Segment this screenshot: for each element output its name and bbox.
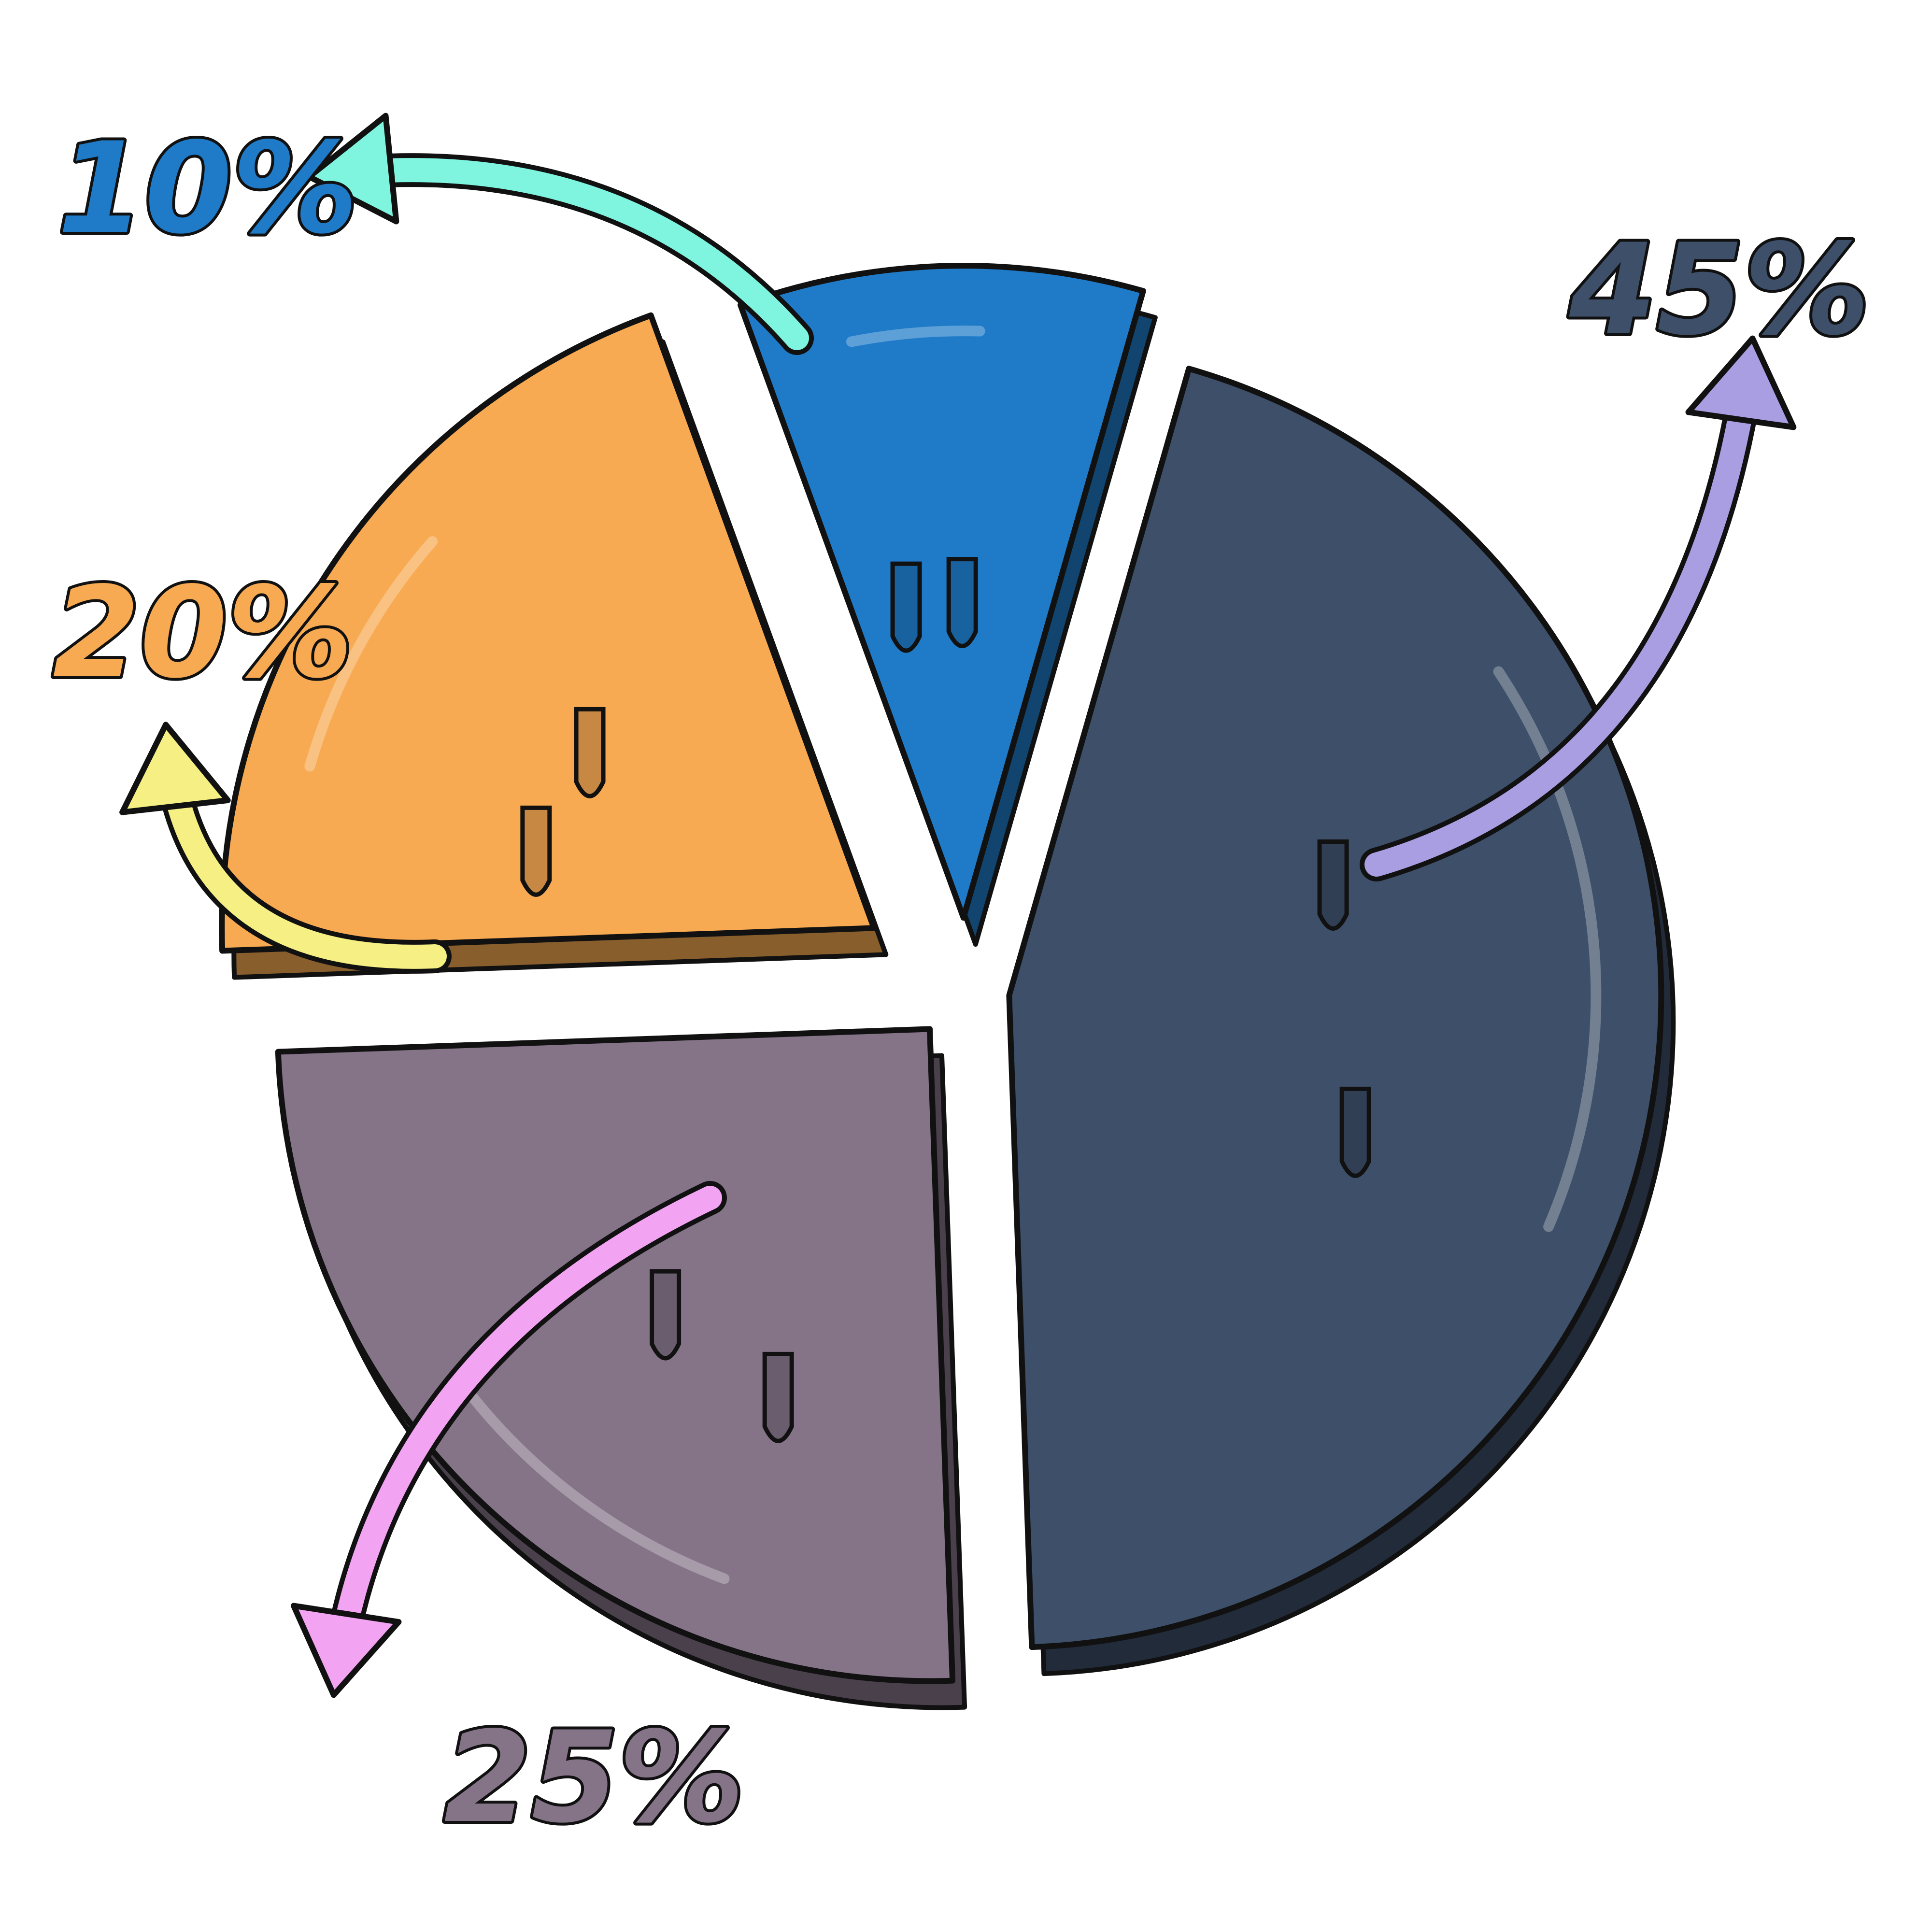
curved-arrow-icon-3 <box>326 1186 722 1678</box>
slice-highlight-1 <box>846 326 985 347</box>
pie-slice-45 <box>1006 366 1664 1650</box>
paint-drip-2-2 <box>1339 1086 1371 1178</box>
paint-drip-4-2 <box>574 707 606 798</box>
label-arrows <box>119 113 1797 1698</box>
paint-drip-1-2 <box>946 557 978 648</box>
paint-drip-2-1 <box>1317 839 1349 931</box>
arrowhead-icon-2 <box>1685 335 1797 430</box>
paint-drip-3-1 <box>762 1351 794 1443</box>
slice-label-25: 25% <box>444 1705 744 1851</box>
pie-slice-25 <box>275 1026 956 1684</box>
pie-slice-10 <box>738 263 1146 921</box>
pie-slice-20 <box>219 312 877 954</box>
slice-highlight-4 <box>304 536 438 772</box>
paint-drip-3-2 <box>650 1269 682 1361</box>
slice-labels: 10% 45% 25% 20% <box>50 113 1873 1854</box>
arrowhead-icon-1 <box>306 113 399 225</box>
slice-highlight-2 <box>1493 666 1602 1232</box>
curved-arrow-icon-2 <box>1364 355 1761 877</box>
curved-arrow-icon-4 <box>157 741 447 969</box>
slice-label-45: 45% <box>1567 217 1870 363</box>
curved-arrow-icon-1 <box>326 158 809 350</box>
paint-drip-1-1 <box>890 561 922 653</box>
slice-highlight-3 <box>462 1385 730 1584</box>
pie-slices <box>219 263 1664 1684</box>
arrowhead-icon-4 <box>119 722 231 815</box>
slice-label-10: 10% <box>57 116 358 262</box>
arrowhead-icon-3 <box>291 1603 402 1698</box>
slice-label-20: 20% <box>53 560 353 706</box>
paint-drip-4-1 <box>520 805 552 897</box>
